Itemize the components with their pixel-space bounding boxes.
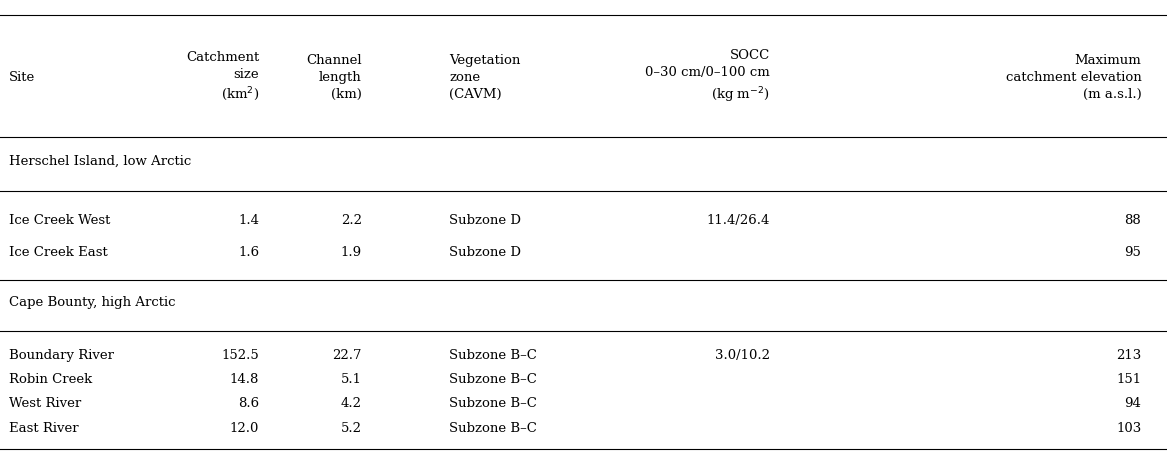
Text: Vegetation
zone
(CAVM): Vegetation zone (CAVM)	[449, 53, 520, 101]
Text: Subzone B–C: Subzone B–C	[449, 397, 537, 409]
Text: Herschel Island, low Arctic: Herschel Island, low Arctic	[9, 154, 191, 167]
Text: 5.1: 5.1	[341, 372, 362, 385]
Text: 3.0/10.2: 3.0/10.2	[715, 348, 770, 361]
Text: 5.2: 5.2	[341, 421, 362, 434]
Text: 22.7: 22.7	[333, 348, 362, 361]
Text: 1.9: 1.9	[341, 246, 362, 259]
Text: Subzone D: Subzone D	[449, 246, 522, 259]
Text: Cape Bounty, high Arctic: Cape Bounty, high Arctic	[9, 295, 176, 308]
Text: 152.5: 152.5	[222, 348, 259, 361]
Text: 2.2: 2.2	[341, 214, 362, 227]
Text: 151: 151	[1116, 372, 1141, 385]
Text: 11.4/26.4: 11.4/26.4	[707, 214, 770, 227]
Text: Catchment
size
(km$^2$): Catchment size (km$^2$)	[186, 50, 259, 103]
Text: 14.8: 14.8	[230, 372, 259, 385]
Text: East River: East River	[9, 421, 79, 434]
Text: Subzone B–C: Subzone B–C	[449, 421, 537, 434]
Text: Boundary River: Boundary River	[9, 348, 114, 361]
Text: Site: Site	[9, 70, 35, 84]
Text: Subzone B–C: Subzone B–C	[449, 372, 537, 385]
Text: SOCC
0–30 cm/0–100 cm
(kg m$^{-2}$): SOCC 0–30 cm/0–100 cm (kg m$^{-2}$)	[645, 50, 770, 104]
Text: 95: 95	[1125, 246, 1141, 259]
Text: Ice Creek East: Ice Creek East	[9, 246, 109, 259]
Text: Subzone B–C: Subzone B–C	[449, 348, 537, 361]
Text: 1.4: 1.4	[238, 214, 259, 227]
Text: 94: 94	[1125, 397, 1141, 409]
Text: Subzone D: Subzone D	[449, 214, 522, 227]
Text: Channel
length
(km): Channel length (km)	[306, 53, 362, 101]
Text: Maximum
catchment elevation
(m a.s.l.): Maximum catchment elevation (m a.s.l.)	[1006, 53, 1141, 101]
Text: 88: 88	[1125, 214, 1141, 227]
Text: 8.6: 8.6	[238, 397, 259, 409]
Text: Robin Creek: Robin Creek	[9, 372, 92, 385]
Text: West River: West River	[9, 397, 82, 409]
Text: 103: 103	[1116, 421, 1141, 434]
Text: 1.6: 1.6	[238, 246, 259, 259]
Text: Ice Creek West: Ice Creek West	[9, 214, 111, 227]
Text: 213: 213	[1116, 348, 1141, 361]
Text: 12.0: 12.0	[230, 421, 259, 434]
Text: 4.2: 4.2	[341, 397, 362, 409]
